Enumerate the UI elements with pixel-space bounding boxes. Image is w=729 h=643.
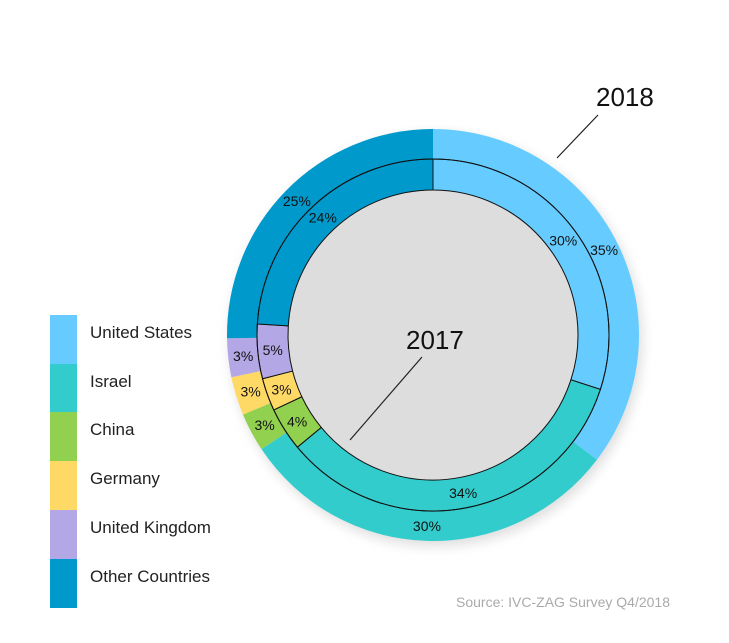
data-label-2018: 3% bbox=[255, 417, 275, 433]
legend-swatch bbox=[50, 558, 77, 608]
data-label-2018: 25% bbox=[283, 193, 311, 209]
legend-label: Germany bbox=[90, 469, 160, 489]
legend-swatch bbox=[50, 461, 77, 511]
data-label-2017: 30% bbox=[549, 232, 577, 248]
data-label-2017: 5% bbox=[263, 342, 283, 358]
data-label-2017: 34% bbox=[449, 485, 477, 501]
annotation-line-2017 bbox=[349, 356, 423, 441]
legend-swatch bbox=[50, 363, 77, 413]
legend-label: China bbox=[90, 420, 135, 440]
legend-label: Other Countries bbox=[90, 566, 210, 586]
data-label-2017: 3% bbox=[271, 382, 291, 398]
ring-divider bbox=[256, 158, 610, 512]
data-label-2018: 30% bbox=[413, 518, 441, 534]
legend-label: United States bbox=[90, 323, 193, 342]
legend-swatch bbox=[50, 509, 77, 559]
data-label-2017: 24% bbox=[309, 210, 337, 226]
annotation-line-2018 bbox=[556, 114, 599, 159]
slice-2018-united-states bbox=[433, 129, 639, 460]
slice-2018-israel bbox=[261, 432, 597, 541]
legend-swatch bbox=[50, 315, 77, 364]
data-label-2018: 3% bbox=[233, 348, 253, 364]
data-label-2017: 4% bbox=[287, 413, 307, 429]
annotation-2018: 2018 bbox=[596, 82, 654, 112]
legend-label: United Kingdom bbox=[90, 517, 211, 537]
legend-label: Israel bbox=[90, 371, 132, 391]
data-label-2018: 3% bbox=[240, 384, 260, 400]
annotation-2017: 2017 bbox=[406, 325, 464, 355]
source-note: Source: IVC-ZAG Survey Q4/2018 bbox=[456, 594, 670, 610]
data-label-2018: 35% bbox=[590, 242, 618, 258]
slice-2018-germany bbox=[231, 371, 271, 415]
slice-2018-other-countries bbox=[226, 129, 433, 339]
legend-swatch bbox=[50, 412, 77, 462]
slice-2018-united-kingdom bbox=[227, 337, 261, 378]
